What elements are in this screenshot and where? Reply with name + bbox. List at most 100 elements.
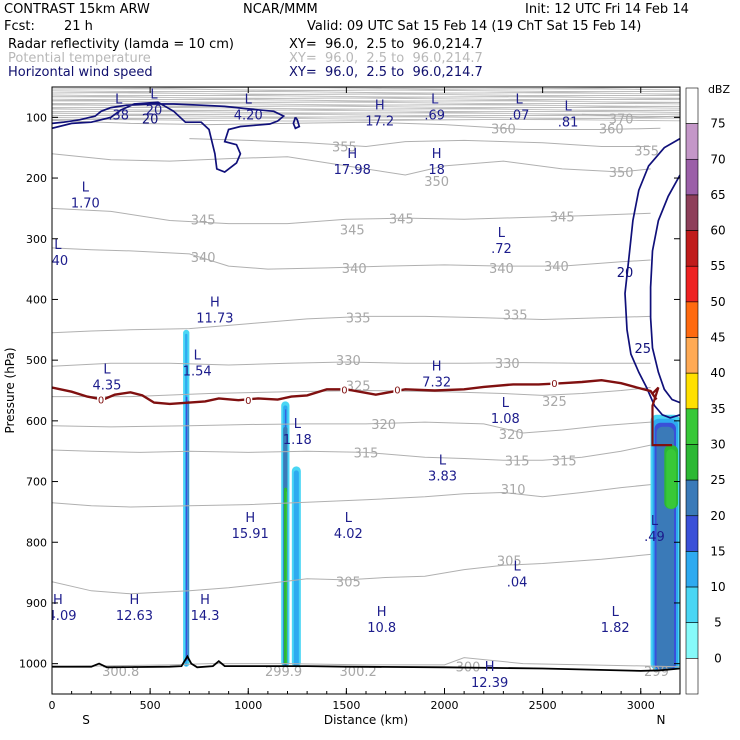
wind-label: 25 xyxy=(634,342,651,357)
extremum-type-label: L xyxy=(651,514,659,529)
theta-contour-upper xyxy=(52,117,680,121)
theta-label: 320 xyxy=(371,418,396,433)
extremum-type-label: H xyxy=(377,605,387,620)
y-tick-label: 700 xyxy=(26,476,47,489)
org-name: NCAR/MMM xyxy=(243,2,318,17)
theta-label: 305 xyxy=(497,554,522,569)
theta-contour xyxy=(52,153,651,176)
extremum-type-label: L xyxy=(345,511,353,526)
freezing-level-label: 0 xyxy=(394,385,400,396)
wind-contour xyxy=(292,116,301,130)
colorbar-swatch xyxy=(685,515,699,552)
freezing-level-line xyxy=(52,378,658,406)
y-tick-label: 300 xyxy=(26,233,47,246)
colorbar-swatch xyxy=(685,230,699,267)
theta-contour-upper xyxy=(52,91,680,94)
extremum-type-label: L xyxy=(431,92,439,107)
theta-label: 345 xyxy=(550,210,575,225)
field-xy-reflectivity: XY= 96.0, 2.5 to 96.0,214.7 xyxy=(289,37,483,52)
extremum-type-label: L xyxy=(502,396,510,411)
extremum-value-label: .69 xyxy=(424,108,445,123)
theta-contour xyxy=(52,315,651,334)
freezing-level-label: 0 xyxy=(98,396,104,407)
theta-label: 325 xyxy=(542,395,567,410)
extremum-type-label: H xyxy=(347,147,357,162)
extremum-type-label: H xyxy=(130,593,140,608)
colorbar-swatch xyxy=(685,551,699,588)
x-tick-label: 500 xyxy=(140,699,161,712)
extremum-type-label: L xyxy=(245,92,253,107)
north-end-label: N xyxy=(657,713,666,727)
theta-contour-upper xyxy=(52,95,680,98)
extremum-type-label: L xyxy=(498,226,506,241)
theta-label: 350 xyxy=(424,175,449,190)
wind-contour xyxy=(624,137,680,419)
theta-label: 315 xyxy=(552,454,577,469)
field-name-reflectivity: Radar reflectivity (lamda = 10 cm) xyxy=(8,37,234,52)
fcst-label: Fcst: xyxy=(4,19,35,34)
x-tick-label: 1500 xyxy=(332,699,360,712)
extremum-type-label: L xyxy=(513,560,521,575)
extremum-value-label: 1.18 xyxy=(283,433,312,448)
y-tick-label: 800 xyxy=(26,536,47,549)
theta-label: 315 xyxy=(354,446,379,461)
wind-label: 20 xyxy=(142,113,159,128)
theta-contour xyxy=(52,444,651,461)
theta-contour xyxy=(52,421,651,434)
theta-contour-upper xyxy=(52,104,680,107)
colorbar-swatch xyxy=(685,87,699,124)
extremum-value-label: 4.20 xyxy=(234,108,263,123)
theta-contour xyxy=(52,207,651,225)
field-name-wind: Horizontal wind speed xyxy=(8,65,153,80)
extremum-value-label: 1.82 xyxy=(601,621,630,636)
extremum-type-label: L xyxy=(565,100,573,115)
extremum-type-label: L xyxy=(612,605,620,620)
extremum-value-label: .04 xyxy=(507,576,528,591)
theta-label: 350 xyxy=(609,166,634,181)
extremum-type-label: L xyxy=(115,92,123,107)
wind-contour xyxy=(52,101,286,173)
extremum-type-label: H xyxy=(245,511,255,526)
extremum-type-label: H xyxy=(200,593,210,608)
colorbar-level-label: 50 xyxy=(710,295,725,309)
init-time: Init: 12 UTC Fri 14 Feb 14 xyxy=(525,2,689,17)
extremum-value-label: .72 xyxy=(491,242,512,257)
extremum-type-label: H xyxy=(485,660,495,675)
x-tick-label: 2500 xyxy=(529,699,557,712)
extremum-value-label: 14.3 xyxy=(191,609,220,624)
y-tick-label: 600 xyxy=(26,415,47,428)
theta-contour xyxy=(52,119,661,130)
theta-label: 340 xyxy=(544,260,569,275)
theta-contour xyxy=(52,553,651,595)
reflectivity-cell xyxy=(187,400,189,661)
theta-label: 320 xyxy=(499,428,524,443)
theta-label: 360 xyxy=(491,122,516,137)
theta-contour-upper xyxy=(52,99,680,102)
extremum-value-label: 1.70 xyxy=(71,196,100,211)
colorbar-swatch xyxy=(685,265,699,303)
colorbar-level-label: 55 xyxy=(710,259,725,273)
extremum-value-label: 14.09 xyxy=(39,609,76,624)
colorbar-level-label: 5 xyxy=(714,616,722,630)
extremum-value-label: .38 xyxy=(108,108,129,123)
colorbar-unit: dBZ xyxy=(708,83,731,96)
theta-contour xyxy=(52,387,651,398)
extremum-value-label: 12.63 xyxy=(116,609,153,624)
theta-label: 340 xyxy=(342,262,367,277)
terrain-line xyxy=(52,654,680,672)
extremum-value-label: 18 xyxy=(428,163,445,178)
y-axis-label: Pressure (hPa) xyxy=(3,347,17,433)
fcst-value: 21 h xyxy=(64,19,93,34)
y-tick-label: 500 xyxy=(26,354,47,367)
theta-contour xyxy=(52,361,651,367)
theta-label: 340 xyxy=(191,251,216,266)
colorbar-swatch xyxy=(685,622,699,659)
theta-contour xyxy=(581,113,680,118)
extremum-type-label: H xyxy=(53,593,63,608)
south-end-label: S xyxy=(82,713,90,727)
theta-label: 330 xyxy=(336,354,361,369)
extremum-type-label: L xyxy=(294,417,302,432)
field-xy-theta: XY= 96.0, 2.5 to 96.0,214.7 xyxy=(289,51,483,66)
theta-label: 345 xyxy=(340,224,365,239)
y-tick-label: 1000 xyxy=(19,658,47,671)
